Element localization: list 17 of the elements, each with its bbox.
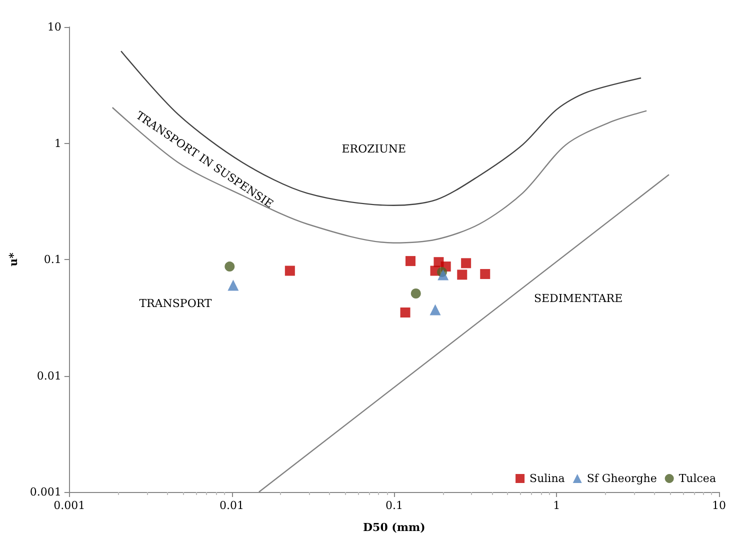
legend-label: Tulcea bbox=[678, 472, 716, 485]
x-tick-label: 0.1 bbox=[385, 499, 403, 512]
y-tick-label: 0.1 bbox=[44, 253, 62, 266]
x-tick-label: 1 bbox=[553, 499, 560, 512]
annotation: EROZIUNE bbox=[342, 142, 406, 156]
annotation: TRANSPORT bbox=[139, 296, 212, 310]
y-tick-label: 1 bbox=[54, 136, 62, 150]
y-axis-title: u* bbox=[7, 252, 20, 266]
annotation: SEDIMENTARE bbox=[534, 292, 623, 306]
x-tick-label: 0.01 bbox=[220, 499, 244, 512]
x-axis-title: D50 (mm) bbox=[363, 521, 426, 534]
x-tick-label: 10 bbox=[712, 499, 726, 512]
y-tick-label: 0.01 bbox=[36, 369, 62, 382]
legend-label: Sf Gheorghe bbox=[586, 472, 657, 485]
legend-label: Sulina bbox=[530, 472, 566, 485]
y-tick-label: 0.001 bbox=[30, 486, 62, 498]
y-tick-label: 10 bbox=[47, 20, 62, 34]
